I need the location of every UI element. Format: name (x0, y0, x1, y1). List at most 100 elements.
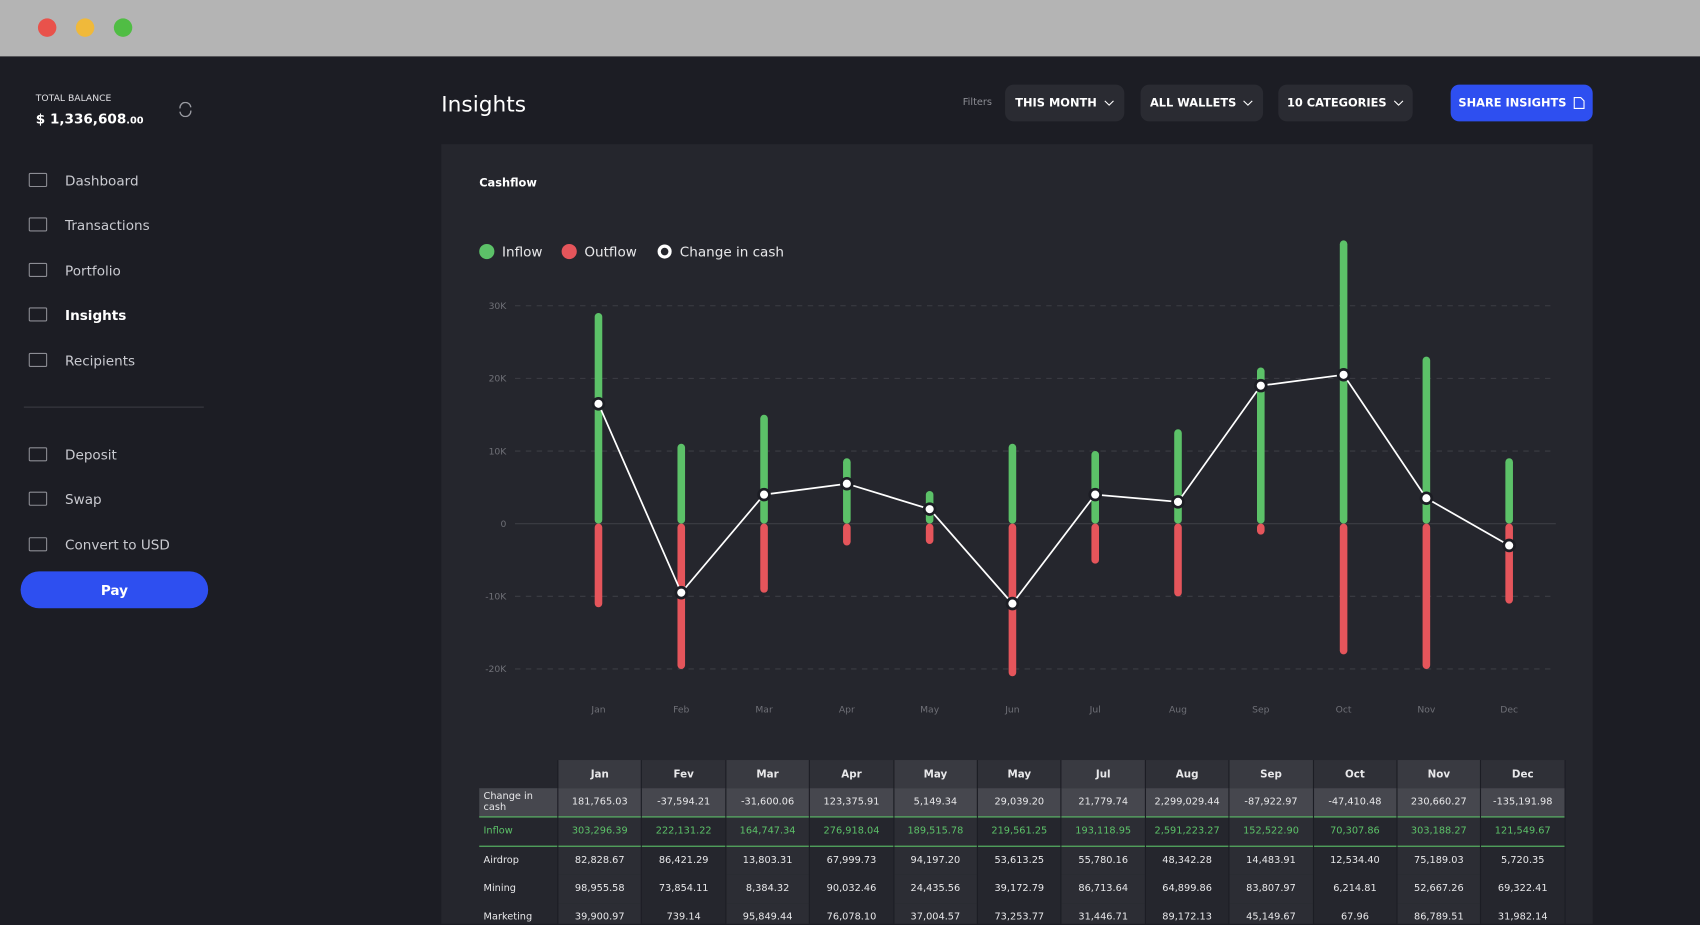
point (591, 397, 606, 411)
table-cell: 95,849.44 (725, 903, 811, 924)
y-tick-label: 20K (489, 374, 508, 385)
point (1336, 367, 1351, 382)
row-label: Airdrop (479, 846, 559, 875)
x-tick-label: Jan (590, 704, 605, 715)
table-cell: 189,515.78 (893, 816, 978, 847)
table-cell: 152,522.90 (1229, 816, 1314, 847)
nav-icon (28, 307, 48, 322)
table-cell: 2,299,029.44 (1145, 788, 1230, 817)
filter-label: THIS MONTH (1015, 96, 1097, 110)
bar (1256, 523, 1265, 535)
table-cell: 86,421.29 (641, 846, 727, 875)
table-cell: 164,747.34 (725, 816, 811, 847)
refresh-icon[interactable] (178, 101, 193, 118)
bar (677, 443, 686, 524)
pay-button[interactable]: Pay (20, 571, 209, 609)
action-item[interactable]: Deposit (28, 443, 117, 465)
point (1171, 495, 1185, 509)
table-cell: 39,172.79 (977, 874, 1062, 904)
y-tick-label: 10K (489, 446, 508, 457)
nav-item[interactable]: Insights (28, 304, 126, 326)
table-cell: 98,955.58 (557, 874, 643, 904)
minimize-button[interactable] (75, 18, 95, 37)
action-label: Convert to USD (65, 536, 170, 553)
bar (760, 414, 768, 524)
x-tick-label: Jun (1004, 704, 1020, 715)
x-tick-label: Mar (755, 704, 773, 715)
column-header: Oct (1312, 760, 1398, 789)
x-tick-label: Feb (673, 704, 689, 715)
table-cell: 739.14 (641, 903, 727, 924)
column-header: Jan (557, 760, 643, 789)
x-tick-label: Dec (1500, 704, 1518, 715)
nav-item[interactable]: Recipients (28, 349, 135, 371)
table-cell: 37,004.57 (893, 903, 978, 924)
close-button[interactable] (37, 18, 57, 37)
action-label: Swap (65, 490, 102, 507)
table-cell: 67,999.73 (809, 846, 894, 875)
bar (760, 523, 768, 593)
bar (1505, 523, 1513, 604)
legend-marker (561, 243, 577, 260)
legend-marker (657, 244, 672, 259)
nav-label: Dashboard (65, 171, 139, 189)
column-header: Dec (1480, 760, 1566, 789)
balance-label: TOTAL BALANCE (35, 93, 112, 105)
nav-item[interactable]: Portfolio (28, 259, 121, 281)
nav-item[interactable]: Transactions (28, 214, 150, 236)
bar (1091, 523, 1100, 564)
point (1419, 491, 1434, 506)
action-item[interactable]: Convert to USD (28, 533, 170, 555)
chevron (1103, 100, 1114, 106)
bar (1339, 523, 1348, 655)
table-cell: 12,534.40 (1312, 846, 1398, 875)
nav-label: Transactions (65, 216, 150, 233)
nav-item[interactable]: Dashboard (28, 169, 139, 191)
row-label: Marketing (479, 903, 559, 924)
table-cell: 90,032.46 (809, 874, 894, 904)
point (840, 476, 854, 491)
nav-icon (28, 447, 48, 462)
share-button[interactable]: SHARE INSIGHTS (1450, 84, 1593, 122)
table-cell: 69,322.41 (1480, 874, 1566, 904)
filter-label: 10 CATEGORIES (1286, 96, 1387, 110)
pdf-icon (1573, 97, 1585, 109)
table-cell: 76,078.10 (809, 903, 894, 924)
table-cell: 67.96 (1312, 903, 1398, 924)
table-cell: 94,197.20 (893, 846, 978, 875)
nav-icon (28, 537, 48, 552)
chevron (1393, 100, 1404, 106)
row-label: Inflow (479, 816, 559, 847)
table-cell: 73,253.77 (977, 903, 1062, 924)
nav-label: Portfolio (65, 261, 121, 279)
chevron (1243, 100, 1254, 106)
filter-dropdown[interactable]: THIS MONTH (1005, 84, 1125, 122)
table-cell: 193,118.95 (1061, 816, 1146, 847)
table-cell: 5,720.35 (1480, 846, 1566, 875)
table-cell: 48,342.28 (1145, 846, 1230, 875)
table-cell: 8,384.32 (725, 874, 811, 904)
filter-dropdown[interactable]: ALL WALLETS (1140, 84, 1264, 122)
table-cell: 230,660.27 (1396, 788, 1482, 817)
bar (1091, 451, 1100, 524)
table-cell: 13,803.31 (725, 846, 811, 875)
table-row: Change in cash 181,765.03 -37,594.21 -31,60… (479, 788, 1566, 817)
table-cell: -87,922.97 (1229, 788, 1314, 817)
bar (1422, 523, 1431, 669)
point (1088, 487, 1102, 502)
action-item[interactable]: Swap (28, 488, 102, 510)
nav-icon (28, 491, 48, 506)
bar (1422, 356, 1431, 524)
x-tick-label: Jul (1089, 704, 1101, 715)
chart-title: Cashflow (479, 175, 537, 189)
table-cell: 14,483.91 (1229, 846, 1314, 875)
table-row: Mining 98,955.58 73,854.11 8,384.32 90,032.4… (479, 874, 1566, 904)
filters-label: Filters (962, 97, 993, 109)
bar (1008, 443, 1017, 524)
filter-dropdown[interactable]: 10 CATEGORIES (1278, 84, 1413, 122)
maximize-button[interactable] (113, 18, 133, 37)
table-cell: -47,410.48 (1312, 788, 1398, 817)
table-row: Inflow 303,296.39 222,131.22 164,747.34 276,… (479, 816, 1566, 847)
point (1005, 596, 1020, 611)
